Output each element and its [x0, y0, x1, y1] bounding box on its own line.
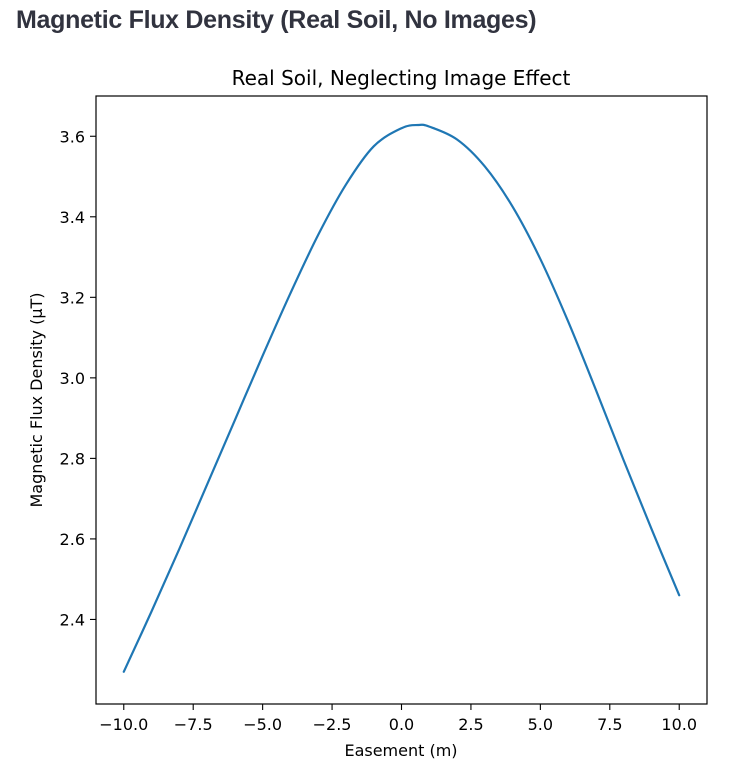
y-axis-label: Magnetic Flux Density (µT) — [27, 292, 46, 507]
y-tick-label: 2.4 — [60, 610, 85, 629]
y-tick-label: 3.0 — [60, 369, 85, 388]
x-tick-label: −7.5 — [174, 715, 213, 734]
x-tick-label: −2.5 — [313, 715, 352, 734]
y-tick-label: 2.6 — [60, 530, 85, 549]
y-tick-label: 3.4 — [60, 208, 85, 227]
x-tick-label: 0.0 — [389, 715, 414, 734]
plot-area-frame — [95, 95, 708, 705]
y-tick-label: 3.6 — [60, 127, 85, 146]
x-tick-label: −5.0 — [243, 715, 282, 734]
x-tick-label: 5.0 — [528, 715, 553, 734]
x-tick-label: 10.0 — [661, 715, 697, 734]
x-tick-label: −10.0 — [99, 715, 148, 734]
page-heading: Magnetic Flux Density (Real Soil, No Ima… — [16, 6, 537, 34]
y-axis-ticks: 2.4 2.6 2.8 3.0 3.2 3.4 3.6 — [60, 127, 96, 629]
x-tick-label: 2.5 — [458, 715, 483, 734]
x-axis-ticks: −10.0 −7.5 −5.0 −2.5 0.0 2.5 5.0 7.5 10.0 — [99, 704, 697, 734]
x-tick-label: 7.5 — [597, 715, 622, 734]
y-tick-label: 3.2 — [60, 288, 85, 307]
chart-title: Real Soil, Neglecting Image Effect — [232, 66, 571, 90]
x-axis-label: Easement (m) — [344, 741, 457, 760]
series-line — [122, 123, 681, 673]
y-tick-label: 2.8 — [60, 449, 85, 468]
